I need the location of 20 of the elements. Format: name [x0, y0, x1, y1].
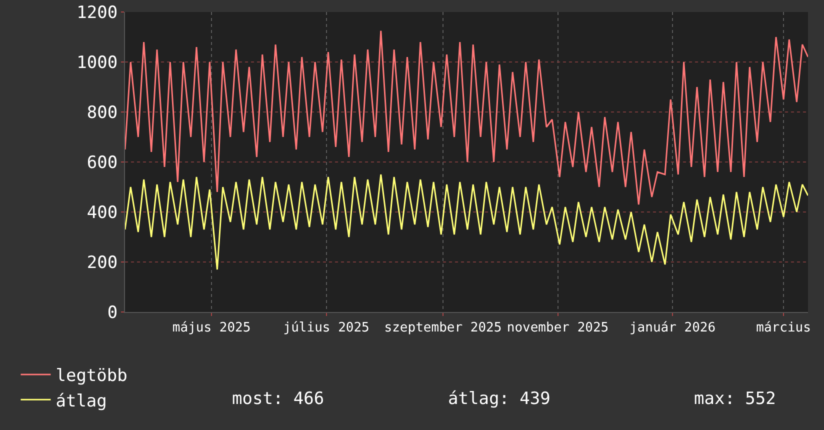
text: most: 466 — [232, 389, 324, 409]
y-tick-label: 1200 — [76, 2, 118, 23]
line-series — [125, 174, 808, 270]
text: átlag: 439 — [448, 389, 550, 409]
legend-label: legtöbb — [56, 366, 128, 386]
y-tick-label: 1000 — [76, 52, 118, 73]
x-tick-label: november 2025 — [506, 320, 609, 336]
x-tick-label: július 2025 — [283, 320, 370, 336]
x-tick-label: március — [756, 320, 811, 336]
x-tick-label: szeptember 2025 — [384, 320, 502, 336]
y-tick-label: 0 — [107, 302, 118, 323]
y-tick-label: 600 — [86, 152, 118, 173]
x-tick-label: május 2025 — [172, 320, 251, 336]
line-series — [125, 30, 808, 206]
y-tick-label: 400 — [86, 202, 118, 223]
y-tick-label: 800 — [86, 102, 118, 123]
legend-label: átlag — [56, 391, 107, 412]
text: max: 552 — [694, 389, 776, 409]
x-tick-label: január 2026 — [629, 320, 716, 336]
y-tick-label: 200 — [86, 252, 118, 273]
